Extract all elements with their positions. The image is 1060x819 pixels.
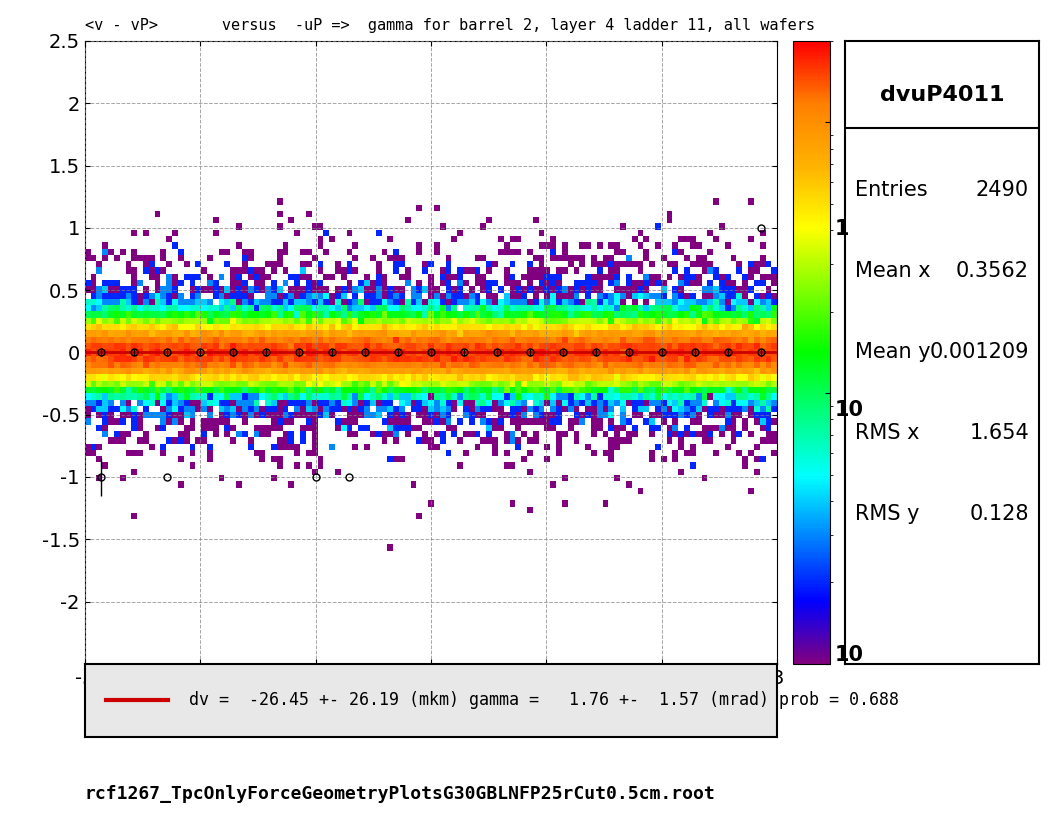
Text: 10: 10 xyxy=(835,400,864,419)
Text: 10: 10 xyxy=(835,645,864,665)
Text: 0.128: 0.128 xyxy=(970,505,1029,524)
Text: Mean x: Mean x xyxy=(854,261,931,282)
Text: dvuP4011: dvuP4011 xyxy=(880,84,1004,105)
Text: 2490: 2490 xyxy=(976,180,1029,201)
Text: RMS x: RMS x xyxy=(854,423,919,443)
Text: Entries: Entries xyxy=(854,180,928,201)
Text: 0.001209: 0.001209 xyxy=(930,342,1029,362)
Text: 1.654: 1.654 xyxy=(969,423,1029,443)
Text: <v - vP>       versus  -uP =>  gamma for barrel 2, layer 4 ladder 11, all wafers: <v - vP> versus -uP => gamma for barrel … xyxy=(85,18,815,33)
Text: rcf1267_TpcOnlyForceGeometryPlotsG30GBLNFP25rCut0.5cm.root: rcf1267_TpcOnlyForceGeometryPlotsG30GBLN… xyxy=(85,785,716,803)
Text: Mean y: Mean y xyxy=(854,342,931,362)
Text: dv =  -26.45 +- 26.19 (mkm) gamma =   1.76 +-  1.57 (mrad) prob = 0.688: dv = -26.45 +- 26.19 (mkm) gamma = 1.76 … xyxy=(189,691,899,709)
Text: 0.3562: 0.3562 xyxy=(956,261,1029,282)
Text: RMS y: RMS y xyxy=(854,505,919,524)
Text: 1: 1 xyxy=(835,219,849,239)
